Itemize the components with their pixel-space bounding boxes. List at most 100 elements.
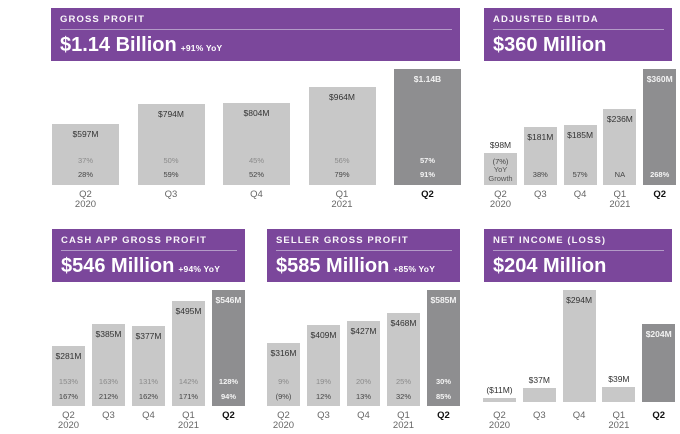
bar[interactable] [387,313,420,406]
quarter-label: Q3 [317,410,330,421]
data-label: $39M [608,374,630,385]
header-divider [60,29,452,30]
x-tick-label: Q2 2020 [479,190,522,210]
data-label: $185M [567,130,594,141]
data-label: $181M [527,131,554,142]
yoy-growth-value: NA [614,170,626,179]
bar[interactable] [562,290,596,402]
adjusted-ebitda-header: ADJUSTED EBITDA $360 Million [484,8,672,61]
data-label: $204M [645,329,672,340]
yoy-inline-label: YoY [493,165,508,174]
x-tick-label: Q2 2020 [47,411,90,431]
data-label: $236M [606,113,633,124]
x-tick-label: Q2 [389,190,466,200]
cagr-value: 57% [419,156,435,165]
x-tick-label: Q1 2021 [597,411,640,431]
x-tick-label: Q4 [218,190,295,200]
data-label: $794M [158,109,184,120]
bar[interactable] [172,300,205,406]
quarter-label: Q1 [612,410,626,421]
bar[interactable] [52,346,85,406]
data-label: $37M [528,374,550,385]
bar[interactable] [483,398,516,402]
bar[interactable] [603,108,637,185]
cagr-value: 128% [218,377,239,386]
quarter-label: Q2 [222,410,235,421]
bar[interactable] [212,290,245,406]
data-label: $316M [270,348,297,359]
bar[interactable] [52,124,119,185]
headline-yoy-badge: +94% YoY [178,264,221,274]
bar[interactable] [347,321,380,406]
cagr-value: 30% [435,377,451,386]
header-divider [276,250,452,251]
quarter-label: Q4 [250,189,263,200]
cagr-value: 45% [248,156,264,165]
yoy-growth-value: 268% [650,170,670,179]
x-tick-label: Q3 [87,411,130,421]
yoy-growth-value: 28% [77,170,93,179]
x-tick-label: Q2 [638,190,680,200]
headline-yoy-badge: +85% YoY [393,264,436,274]
bar[interactable] [484,153,517,185]
data-label: $427M [350,326,377,337]
year-label: 2020 [57,420,80,431]
gross-profit-title: GROSS PROFIT [60,14,145,25]
cagr-value: 19% [315,377,331,386]
quarter-label: Q2 [79,189,92,200]
quarter-label: Q1 [182,410,195,421]
cagr-value: 153% [58,377,79,386]
x-tick-label: Q3 [133,190,210,200]
bar[interactable] [394,69,461,185]
header-divider [493,250,664,251]
bar[interactable] [267,343,300,406]
quarter-label: Q2 [437,410,450,421]
yoy-growth-value: 59% [163,170,179,179]
bar[interactable] [427,290,460,406]
data-label: $495M [175,305,202,316]
headline-value: $204 Million [493,255,607,277]
data-label: $964M [329,91,355,102]
cagr-value: 20% [355,377,371,386]
year-label: 2020 [489,199,512,210]
yoy-growth-value: 12% [315,392,331,401]
bar[interactable] [223,103,290,185]
cagr-value: 131% [138,377,159,386]
net-income-header: NET INCOME (LOSS) $204 Million [484,229,672,282]
yoy-growth-value: 52% [248,170,264,179]
x-tick-label: Q1 2021 [598,190,641,210]
quarter-label: Q4 [357,410,370,421]
bar[interactable] [132,325,165,406]
bar[interactable] [602,387,636,402]
bar[interactable] [563,125,597,185]
bar[interactable] [92,324,125,406]
headline-value: $585 Million [276,255,390,277]
quarter-label: Q3 [532,410,546,421]
x-tick-label: Q3 [302,411,345,421]
bar[interactable] [642,324,676,402]
seller-gross-profit-headline: $585 Million +85% YoY [276,255,435,278]
quarter-label: Q2 [421,189,434,200]
yoy-growth-value: 167% [58,392,79,401]
x-tick-label: Q2 [422,411,465,421]
bar[interactable] [522,387,556,402]
bar[interactable] [137,104,205,185]
yoy-growth-value: (9%) [275,392,292,401]
year-label: 2021 [331,199,353,210]
bar[interactable] [643,69,677,185]
adjusted-ebitda-headline: $360 Million [493,34,606,57]
cash-app-gross-profit-title: CASH APP GROSS PROFIT [61,235,208,246]
year-label: 2021 [177,420,200,431]
x-tick-label: Q1 2021 [167,411,210,431]
bar[interactable] [308,86,376,185]
bar[interactable] [307,324,340,406]
cagr-value: 9% [278,377,289,386]
data-label: $377M [135,330,162,341]
data-label: $1.14B [413,74,442,84]
yoy-growth-value: 38% [532,170,548,179]
gross-profit-header: GROSS PROFIT $1.14 Billion +91% YoY [51,8,460,61]
data-label: $98M [489,140,512,151]
bar[interactable] [523,126,557,185]
yoy-growth-value: 162% [138,392,159,401]
net-income-headline: $204 Million [493,255,606,278]
